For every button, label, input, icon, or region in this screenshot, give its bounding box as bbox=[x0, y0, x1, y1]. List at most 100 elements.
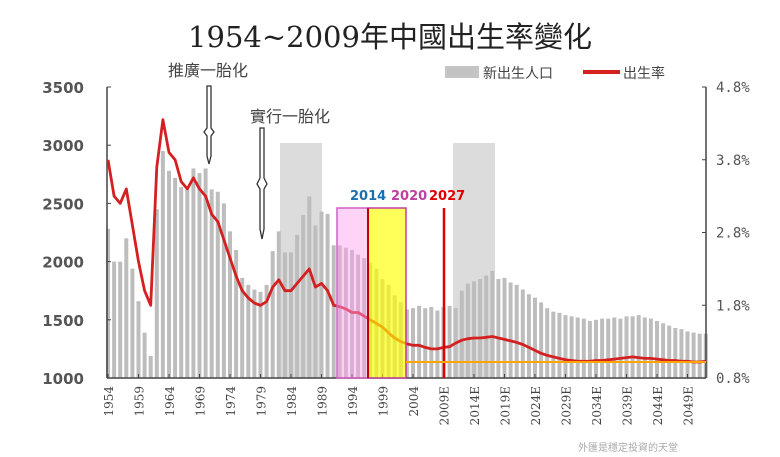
bar bbox=[191, 168, 196, 378]
right-tick-label: 4.8% bbox=[716, 80, 750, 96]
bar bbox=[350, 249, 354, 378]
bar bbox=[533, 297, 537, 378]
bar bbox=[130, 268, 135, 378]
bar bbox=[228, 231, 232, 378]
legend-label-births: 新出生人口 bbox=[483, 66, 553, 82]
label-2020: 2020 bbox=[391, 189, 427, 204]
x-tick-label: 2014E bbox=[468, 386, 482, 425]
x-tick-label: 1964 bbox=[163, 386, 177, 417]
bar bbox=[301, 215, 306, 378]
x-tick-label: 2039E bbox=[621, 386, 635, 425]
bar bbox=[429, 306, 434, 378]
x-tick-label: 1999 bbox=[377, 386, 391, 417]
bar bbox=[685, 331, 690, 378]
bar bbox=[276, 231, 281, 378]
bar bbox=[209, 189, 214, 378]
bar bbox=[319, 211, 324, 378]
label-2014: 2014 bbox=[350, 189, 386, 204]
bar bbox=[514, 284, 519, 378]
x-tick-label: 2019E bbox=[499, 386, 513, 425]
birth-rate-line bbox=[106, 118, 706, 364]
bar bbox=[636, 315, 641, 378]
bar bbox=[313, 225, 318, 378]
right-tick-label: 2.8% bbox=[716, 226, 750, 242]
x-tick-label: 1974 bbox=[224, 386, 238, 417]
bar bbox=[289, 252, 293, 378]
bar bbox=[642, 317, 647, 378]
left-tick-label: 1500 bbox=[42, 312, 84, 330]
x-tick-label: 1994 bbox=[346, 386, 360, 417]
bar bbox=[411, 308, 415, 378]
bar bbox=[447, 305, 452, 378]
bar bbox=[264, 284, 269, 378]
bar bbox=[362, 258, 367, 378]
bar bbox=[154, 209, 159, 378]
bar bbox=[337, 245, 342, 378]
bar bbox=[612, 317, 617, 378]
x-tick-label: 1989 bbox=[316, 386, 330, 417]
left-tick-label: 3000 bbox=[42, 137, 84, 155]
x-tick-label: 2004 bbox=[407, 386, 421, 417]
x-tick-label: 2029E bbox=[560, 386, 574, 425]
arrow-down-icon bbox=[203, 85, 215, 165]
bar bbox=[356, 254, 361, 378]
x-tick-label: 1979 bbox=[255, 386, 269, 417]
bar bbox=[417, 305, 422, 378]
bar bbox=[106, 229, 110, 378]
bar bbox=[215, 191, 220, 378]
x-tick-label: 2034E bbox=[590, 386, 604, 425]
bar bbox=[307, 196, 312, 378]
annotation-enforce: 實行一胎化 bbox=[250, 107, 330, 126]
label-2027: 2027 bbox=[429, 189, 465, 204]
highlight-box-2014 bbox=[336, 207, 369, 379]
bar bbox=[136, 301, 141, 378]
bar bbox=[465, 283, 470, 378]
bar bbox=[246, 284, 251, 378]
bar bbox=[496, 279, 501, 378]
bar bbox=[484, 275, 489, 378]
chart-title: 1954~2009年中國出生率變化 bbox=[188, 20, 592, 54]
bar bbox=[173, 177, 178, 378]
bar bbox=[270, 251, 275, 378]
bar bbox=[520, 289, 525, 378]
bar bbox=[343, 247, 348, 378]
bar bbox=[587, 320, 592, 378]
bar bbox=[508, 282, 513, 378]
bar bbox=[234, 249, 239, 378]
bar bbox=[691, 332, 696, 378]
bar bbox=[594, 319, 598, 378]
legend-label-rate: 出生率 bbox=[623, 65, 665, 82]
x-tick-label: 2009E bbox=[438, 386, 452, 425]
bar bbox=[197, 173, 202, 378]
bar bbox=[502, 277, 507, 378]
bar bbox=[606, 318, 611, 378]
bar bbox=[569, 316, 574, 378]
x-tick-label: 1984 bbox=[285, 386, 299, 417]
bar bbox=[655, 320, 659, 378]
annotation-promote: 推廣一胎化 bbox=[168, 61, 248, 80]
bar bbox=[459, 290, 464, 378]
bar bbox=[472, 281, 476, 378]
bar bbox=[142, 332, 147, 378]
highlight-box-2020 bbox=[367, 207, 407, 379]
bar bbox=[435, 310, 440, 378]
legend-swatch-births bbox=[445, 66, 479, 78]
bar bbox=[600, 318, 605, 378]
bar bbox=[478, 279, 483, 378]
watermark: 外匯是穩定投資的天堂 bbox=[578, 441, 678, 454]
bar bbox=[112, 261, 117, 378]
bar bbox=[526, 294, 531, 378]
bar bbox=[624, 316, 629, 378]
bar bbox=[679, 329, 684, 378]
right-tick-label: 1.8% bbox=[716, 298, 750, 314]
x-tick-label: 2044E bbox=[651, 386, 665, 425]
bar bbox=[581, 318, 586, 378]
bar bbox=[179, 187, 184, 378]
bar bbox=[551, 311, 556, 378]
x-tick-label: 1969 bbox=[194, 386, 208, 417]
left-tick-label: 2500 bbox=[42, 195, 84, 213]
bar bbox=[490, 270, 495, 378]
bar bbox=[575, 317, 580, 378]
